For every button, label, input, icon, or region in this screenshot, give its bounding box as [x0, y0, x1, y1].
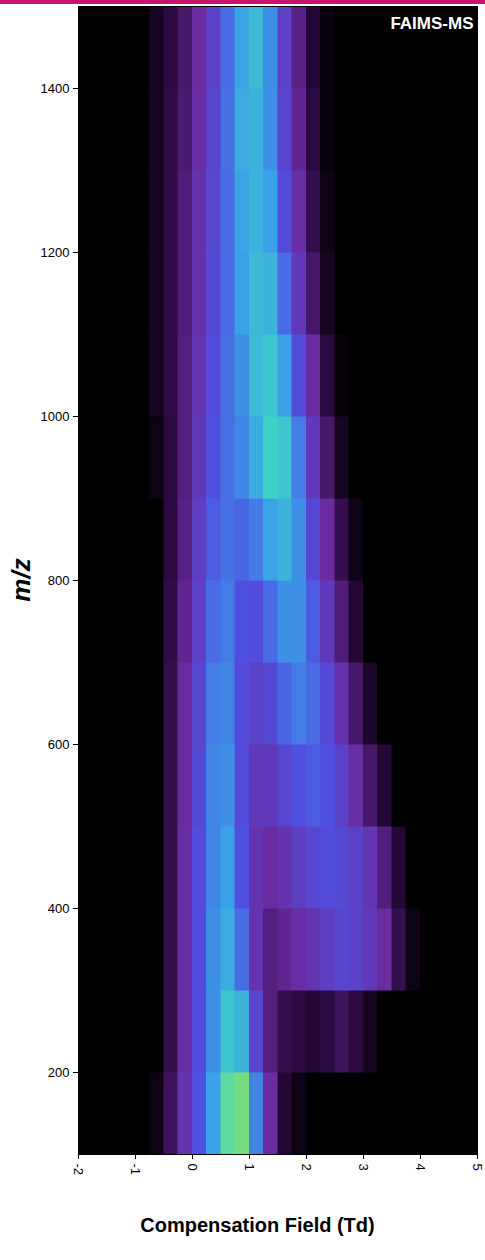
- svg-text:400: 400: [48, 901, 70, 916]
- svg-text:2: 2: [299, 1164, 314, 1171]
- svg-text:1: 1: [242, 1164, 257, 1171]
- svg-text:Compensation Field (Td): Compensation Field (Td): [140, 1214, 374, 1236]
- svg-text:m/z: m/z: [6, 558, 36, 601]
- svg-text:-2: -2: [71, 1164, 86, 1176]
- svg-text:FAIMS-MS: FAIMS-MS: [390, 14, 473, 33]
- svg-text:-1: -1: [128, 1164, 143, 1176]
- svg-text:5: 5: [470, 1164, 485, 1171]
- svg-text:800: 800: [48, 573, 70, 588]
- svg-text:3: 3: [356, 1164, 371, 1171]
- svg-text:0: 0: [185, 1164, 200, 1171]
- svg-text:1400: 1400: [41, 81, 70, 96]
- svg-text:200: 200: [48, 1065, 70, 1080]
- svg-text:600: 600: [48, 737, 70, 752]
- svg-text:1000: 1000: [41, 409, 70, 424]
- svg-text:4: 4: [413, 1164, 428, 1171]
- svg-text:1200: 1200: [41, 245, 70, 260]
